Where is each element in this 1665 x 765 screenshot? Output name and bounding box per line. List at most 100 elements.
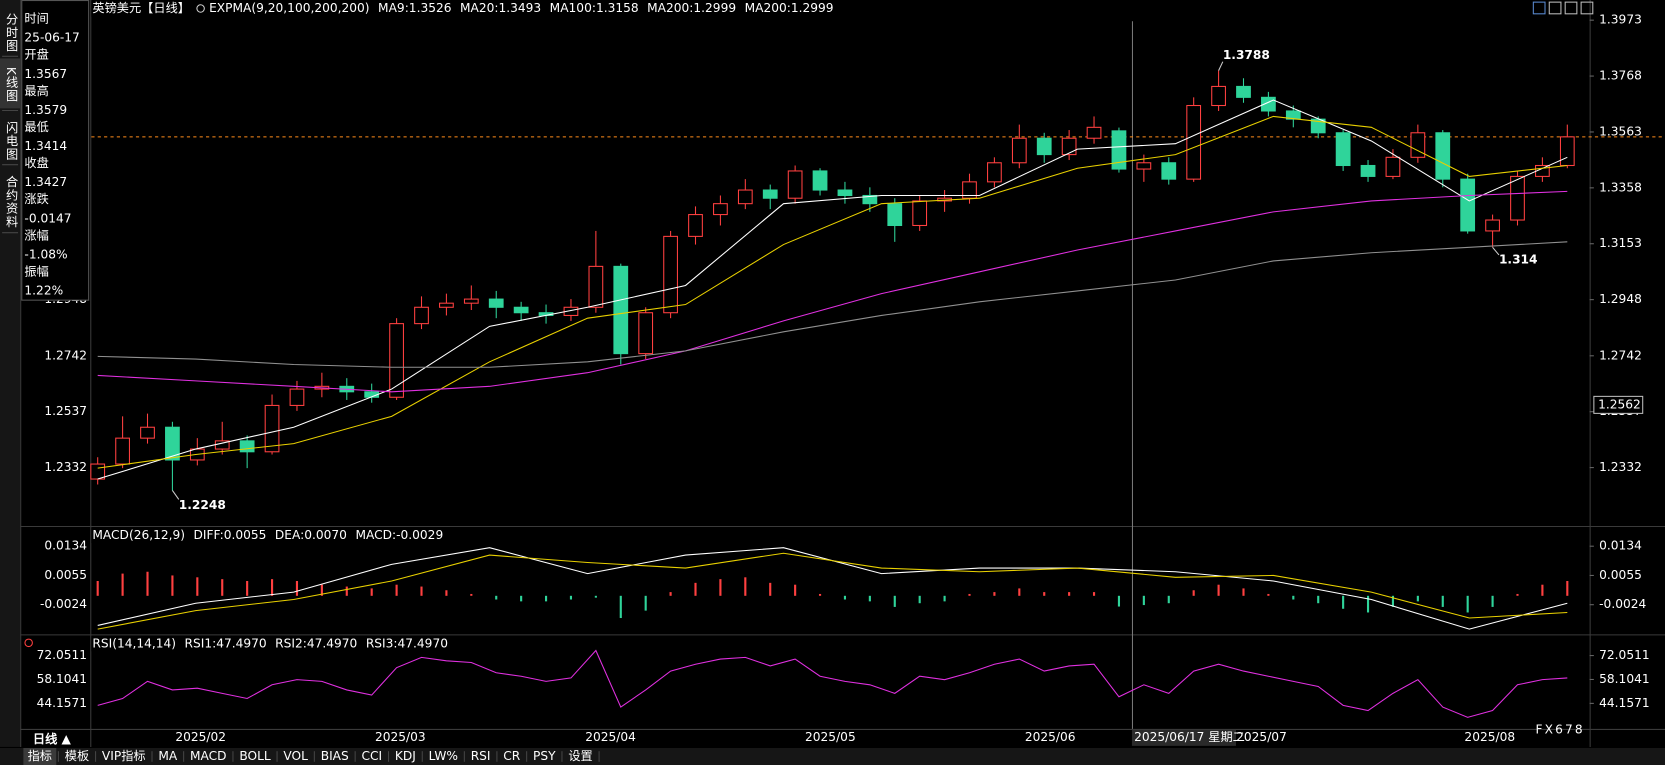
crosshair-price-box xyxy=(1593,395,1644,414)
macd-bar xyxy=(1466,595,1469,613)
info-value: -0.0147 xyxy=(24,211,71,225)
header-bg xyxy=(91,636,442,652)
candle-body xyxy=(713,203,728,216)
info-label: 最低 xyxy=(24,120,48,134)
macd-bar xyxy=(1516,593,1519,596)
candle-body xyxy=(1061,137,1077,156)
y-tick-label: 44.1571 xyxy=(1599,696,1649,710)
candle-body xyxy=(987,162,1002,183)
macd-bar xyxy=(270,579,274,596)
legend-entry: RSI3:47.4970 xyxy=(366,636,448,650)
y-tick-label: 0.0134 xyxy=(1599,539,1642,553)
y-tick-label: 72.0511 xyxy=(1599,648,1649,662)
macd-bar xyxy=(1366,595,1370,613)
panel-icon[interactable] xyxy=(24,638,33,648)
legend-entry: MA200:1.2999 xyxy=(745,1,834,15)
legend-entry: MA20:1.3493 xyxy=(460,1,541,15)
candle-body xyxy=(588,265,604,308)
macd-bar xyxy=(1043,592,1046,596)
x-tick-label: 2025/03 xyxy=(375,730,426,744)
candle-body xyxy=(862,194,878,205)
y-tick-label: 0.0055 xyxy=(44,568,87,582)
y-tick-label: 72.0511 xyxy=(37,648,87,662)
bottom-tab[interactable]: 指标 xyxy=(28,748,52,763)
candle-body xyxy=(1460,178,1476,232)
sidebar-tab[interactable]: 分时图 xyxy=(4,12,18,52)
settings-icon[interactable] xyxy=(196,4,205,13)
icon[interactable] xyxy=(1532,1,1546,15)
candle-body xyxy=(1385,156,1401,177)
bottom-tab[interactable]: CR xyxy=(503,749,521,763)
icon[interactable] xyxy=(1564,1,1578,15)
info-value: 1.22% xyxy=(24,284,63,298)
candle-body xyxy=(414,306,429,325)
candle-body xyxy=(887,203,903,227)
macd-bar xyxy=(569,595,573,600)
candle-body xyxy=(264,404,280,453)
candle-body xyxy=(638,312,654,355)
bottom-tab[interactable]: MACD xyxy=(190,749,227,763)
macd-bar xyxy=(619,595,622,619)
bottom-tab[interactable]: 设置 xyxy=(568,749,592,763)
macd-bar xyxy=(1092,592,1096,596)
bottom-tab[interactable]: PSY xyxy=(533,749,556,763)
bottom-tab[interactable]: CCI xyxy=(362,749,383,763)
chart-title: 英镑美元【日线】 xyxy=(92,0,190,15)
macd-bar xyxy=(594,595,597,598)
macd-bar xyxy=(993,592,996,596)
macd-bar xyxy=(1068,592,1071,596)
sidebar-tab[interactable]: 闪电图 xyxy=(4,121,18,161)
bottom-bar xyxy=(0,748,1665,765)
bottom-tab[interactable]: VIP指标 xyxy=(102,748,146,763)
sidebar-tab[interactable]: K线图 xyxy=(4,67,18,103)
candle-body xyxy=(165,426,180,461)
candle-body xyxy=(289,388,305,406)
candle-body xyxy=(1485,219,1500,232)
icon[interactable] xyxy=(1548,1,1562,15)
extreme-label: 1.2248 xyxy=(179,498,226,512)
y-tick-label: 1.2332 xyxy=(44,460,87,474)
y-tick-label: 1.2742 xyxy=(44,348,87,362)
y-tick-label: -0.0024 xyxy=(40,597,87,611)
y-tick-label: 1.3153 xyxy=(1599,236,1642,250)
y-tick-label: 44.1571 xyxy=(37,696,87,710)
macd-bar xyxy=(1441,595,1444,607)
candle-body xyxy=(1559,136,1575,167)
period-selector[interactable]: 日线 ▲ xyxy=(33,731,72,746)
indicator-name: MACD(26,12,9) xyxy=(92,528,185,542)
macd-bar xyxy=(295,581,299,596)
bottom-tab[interactable]: VOL xyxy=(283,749,308,763)
bottom-tab[interactable]: KDJ xyxy=(395,749,416,763)
info-value: -1.08% xyxy=(24,247,67,261)
macd-bar xyxy=(1566,581,1569,596)
macd-bar xyxy=(370,588,373,596)
macd-bar xyxy=(246,581,249,596)
bottom-tab[interactable]: LW% xyxy=(429,749,458,763)
x-tick-label: 2025/06 xyxy=(1025,730,1076,744)
candle-body xyxy=(688,214,703,237)
bottom-tab[interactable]: BOLL xyxy=(239,749,271,763)
bottom-tab[interactable]: BIAS xyxy=(321,749,349,763)
candle-body xyxy=(1186,104,1202,180)
macd-bar xyxy=(196,577,199,596)
candle-body xyxy=(488,298,504,308)
crosshair-date-box xyxy=(1131,729,1237,746)
info-label: 开盘 xyxy=(24,47,48,62)
bottom-tab-selected xyxy=(23,748,57,765)
info-value: 1.3579 xyxy=(24,103,67,117)
candle-body xyxy=(1011,137,1027,164)
candle-body xyxy=(1360,164,1376,177)
y-tick-label: 1.3768 xyxy=(1599,69,1642,83)
sidebar-tab[interactable]: 合约资料 xyxy=(4,174,18,228)
bottom-tab[interactable]: MA xyxy=(158,749,178,763)
watermark: FX678 xyxy=(1535,722,1584,736)
info-value: 1.3427 xyxy=(24,175,67,189)
extreme-pointer xyxy=(1492,246,1500,256)
info-value: 1.3567 xyxy=(24,67,67,81)
y-tick-label: 1.3358 xyxy=(1599,180,1642,194)
icon[interactable] xyxy=(1580,1,1594,15)
bottom-tab[interactable]: 模板 xyxy=(65,749,89,763)
extreme-pointer xyxy=(171,490,180,500)
window-icons xyxy=(1532,1,1594,15)
bottom-tab[interactable]: RSI xyxy=(471,749,491,763)
